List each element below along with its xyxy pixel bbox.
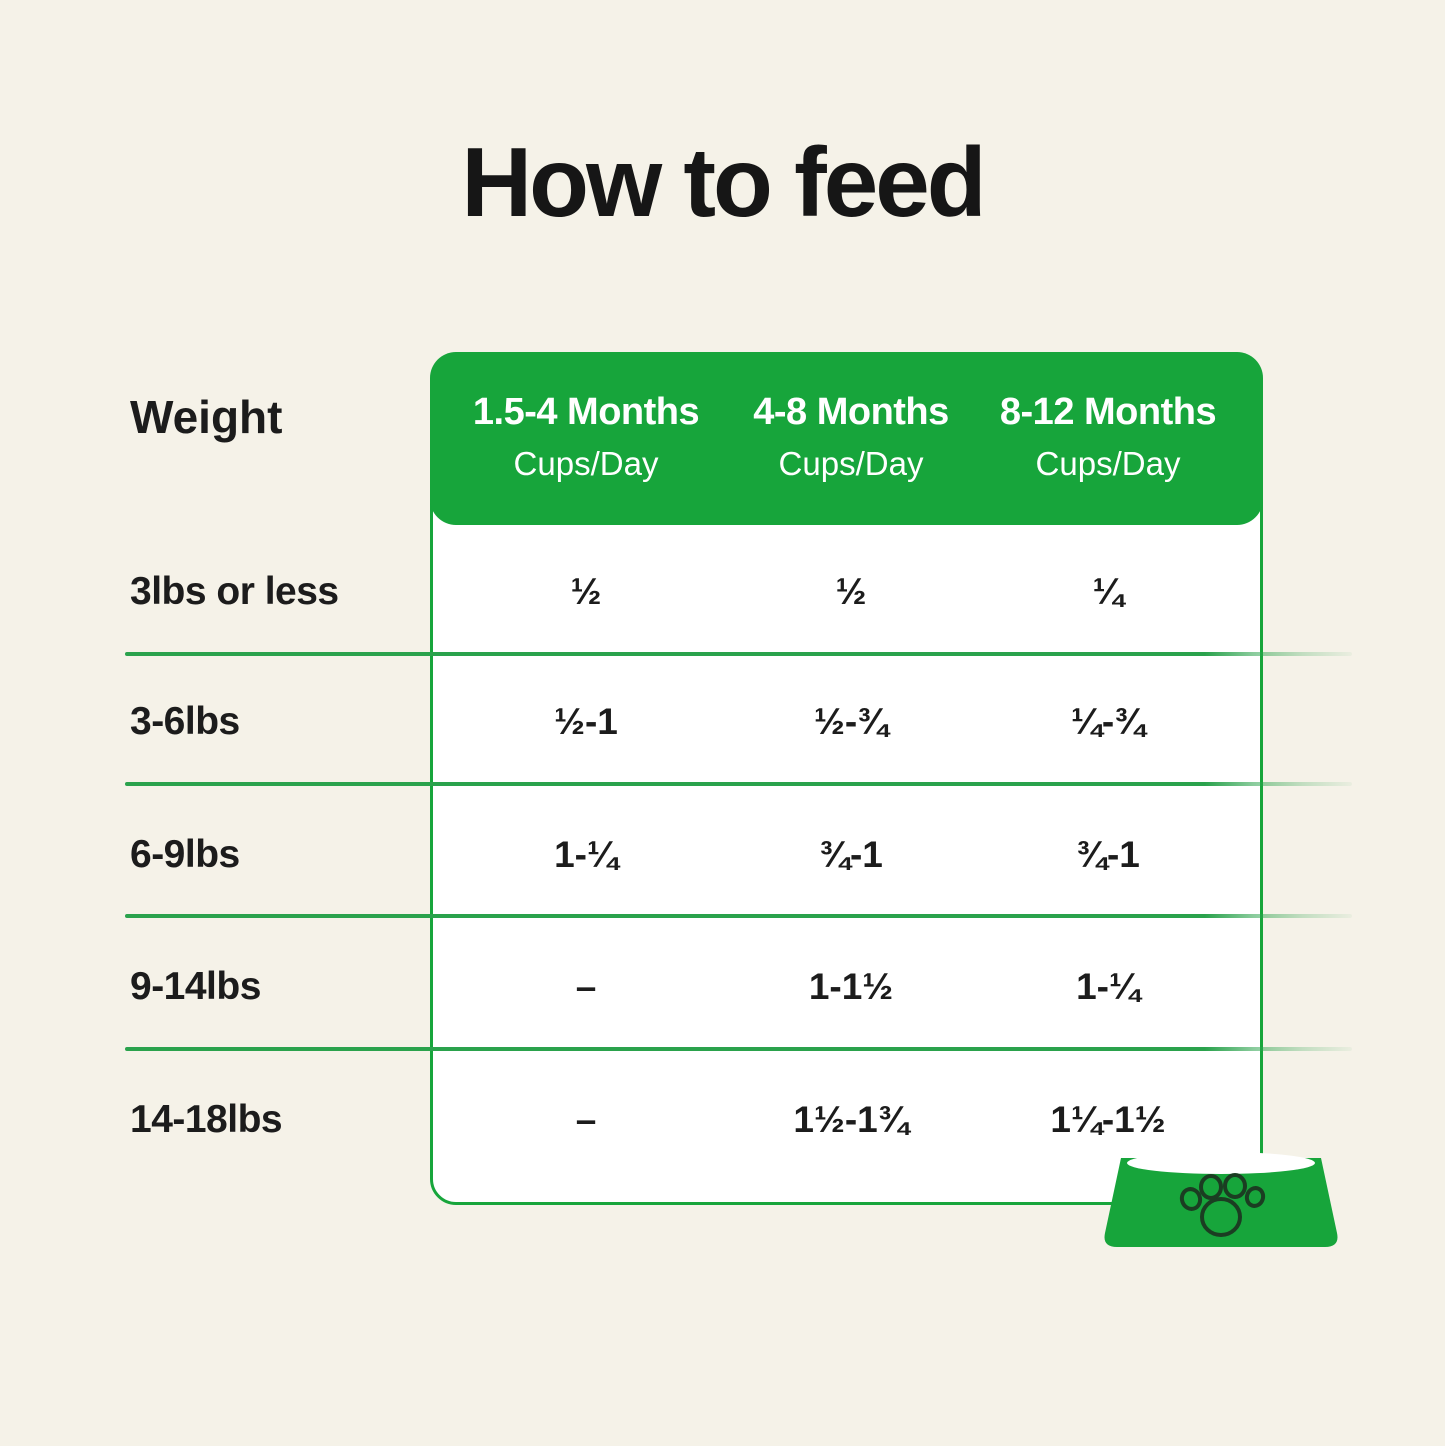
column-unit-label: Cups/Day (1035, 444, 1181, 482)
row-weight-label: 3lbs or less (130, 570, 339, 613)
cell-value: ½-1 (554, 701, 618, 742)
cell-value: 1-¼ (1076, 966, 1140, 1007)
row-weight-label: 3-6lbs (130, 700, 240, 743)
column-header-8-12-months: 8-12 Months Cups/Day (968, 352, 1248, 525)
dog-bowl-icon (1104, 1152, 1338, 1247)
paw-print-icon (1179, 1173, 1266, 1237)
row-weight-label: 6-9lbs (130, 833, 240, 876)
cell-value: ¾-1 (819, 834, 883, 875)
table-row: 9-14lbs – 1-1½ 1-¼ (0, 957, 1445, 1017)
cell-value: 1-¼ (554, 834, 618, 875)
row-divider (125, 782, 1352, 786)
table-body (430, 420, 1263, 1205)
cell-value: – (575, 1099, 597, 1140)
row-weight-label: 14-18lbs (130, 1098, 283, 1141)
column-range-label: 1.5-4 Months (472, 390, 700, 433)
table-row: 3-6lbs ½-1 ½-¾ ¼-¾ (0, 692, 1445, 752)
table-header: 1.5-4 Months Cups/Day 4-8 Months Cups/Da… (430, 352, 1263, 525)
cell-value: ½ (835, 571, 867, 612)
table-row: 6-9lbs 1-¼ ¾-1 ¾-1 (0, 825, 1445, 885)
row-divider (125, 652, 1352, 656)
column-range-label: 4-8 Months (753, 390, 949, 433)
column-header-4-8-months: 4-8 Months Cups/Day (711, 352, 991, 525)
table-row: 14-18lbs – 1½-1¾ 1¼-1½ (0, 1090, 1445, 1150)
cell-value: 1-1½ (808, 966, 894, 1007)
column-unit-label: Cups/Day (513, 444, 659, 482)
row-weight-label: 9-14lbs (130, 965, 261, 1008)
cell-value: ½-¾ (813, 701, 889, 742)
column-unit-label: Cups/Day (778, 444, 924, 482)
row-divider (125, 1047, 1352, 1051)
cell-value: ½ (570, 571, 602, 612)
weight-column-label: Weight (130, 391, 283, 443)
column-range-label: 8-12 Months (999, 390, 1217, 433)
column-header-1-5-4-months: 1.5-4 Months Cups/Day (446, 352, 726, 525)
page-title: How to feed (461, 127, 986, 237)
cell-value: ¼-¾ (1070, 701, 1146, 742)
row-divider (125, 914, 1352, 918)
cell-value: ¾-1 (1076, 834, 1140, 875)
cell-value: – (575, 966, 597, 1007)
cell-value: 1¼-1½ (1050, 1099, 1166, 1140)
cell-value: 1½-1¾ (793, 1099, 909, 1140)
cell-value: ¼ (1092, 571, 1124, 612)
table-row: 3lbs or less ½ ½ ¼ (0, 562, 1445, 622)
